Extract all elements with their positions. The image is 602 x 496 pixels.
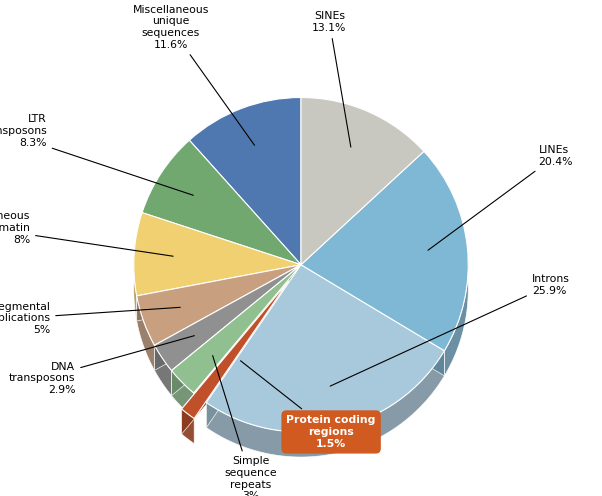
Polygon shape <box>137 265 301 321</box>
Wedge shape <box>190 98 301 265</box>
Text: LINEs
20.4%: LINEs 20.4% <box>428 145 573 250</box>
Text: Protein coding
regions
1.5%: Protein coding regions 1.5% <box>241 361 376 448</box>
Polygon shape <box>206 351 444 457</box>
Polygon shape <box>182 409 194 443</box>
Polygon shape <box>172 265 301 396</box>
Polygon shape <box>206 265 301 428</box>
Text: SINEs
13.1%: SINEs 13.1% <box>312 11 351 147</box>
Polygon shape <box>182 281 289 434</box>
Polygon shape <box>301 265 444 376</box>
Text: Introns
25.9%: Introns 25.9% <box>330 274 569 386</box>
Wedge shape <box>172 265 301 393</box>
Polygon shape <box>137 296 155 371</box>
Polygon shape <box>155 345 172 396</box>
Wedge shape <box>155 265 301 371</box>
Text: Simple
sequence
repeats
3%: Simple sequence repeats 3% <box>213 356 277 496</box>
Polygon shape <box>134 213 142 321</box>
Polygon shape <box>155 265 301 371</box>
Wedge shape <box>182 281 289 419</box>
Wedge shape <box>301 98 424 265</box>
Wedge shape <box>301 151 468 351</box>
Wedge shape <box>137 265 301 345</box>
Wedge shape <box>206 265 444 432</box>
Text: DNA
transposons
2.9%: DNA transposons 2.9% <box>9 336 194 395</box>
Polygon shape <box>172 371 194 418</box>
Polygon shape <box>424 151 468 376</box>
Text: LTR
retrotransposons
8.3%: LTR retrotransposons 8.3% <box>0 115 193 195</box>
Text: Segmental
duplications
5%: Segmental duplications 5% <box>0 302 180 335</box>
Text: Miscellaneous
unique
sequences
11.6%: Miscellaneous unique sequences 11.6% <box>132 5 255 145</box>
Text: Miscellaneous
heterochromatin
8%: Miscellaneous heterochromatin 8% <box>0 211 173 256</box>
Wedge shape <box>142 140 301 265</box>
Wedge shape <box>134 213 301 296</box>
